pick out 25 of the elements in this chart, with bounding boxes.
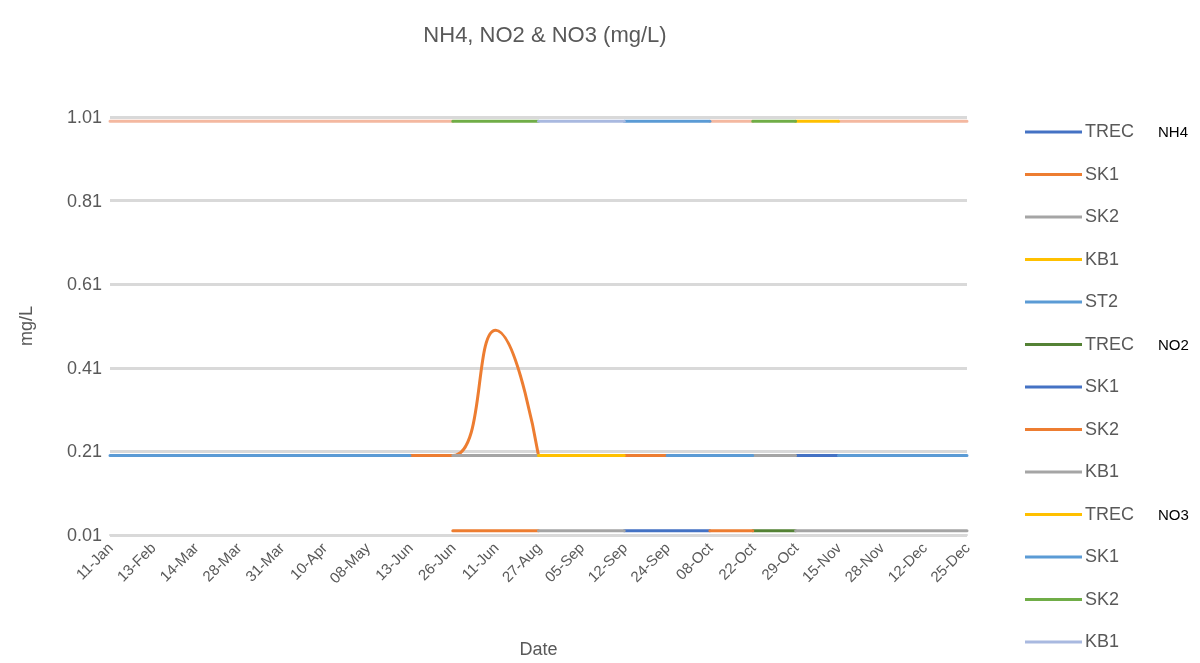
legend-label: SK1 <box>1085 376 1120 396</box>
legend-label: SK2 <box>1085 206 1120 226</box>
legend-label: SK2 <box>1085 418 1120 439</box>
legend-label: ST2 <box>1085 291 1119 311</box>
y-axis-title: mg/L <box>16 305 36 347</box>
y-tick-label: 0.61 <box>66 274 102 295</box>
y-tick-label: 0.01 <box>66 525 102 545</box>
text: NO2 <box>1158 335 1189 353</box>
x-axis-title: Date <box>519 639 558 659</box>
legend-label: SK1 <box>1085 163 1120 184</box>
text: NH4 <box>1158 123 1189 140</box>
text: NO3 <box>1158 505 1189 523</box>
legend-label: SK2 <box>1085 588 1120 609</box>
y-tick-label: 1.01 <box>66 107 102 127</box>
legend-label: KB1 <box>1085 248 1120 269</box>
legend-label: TREC <box>1085 333 1134 354</box>
y-tick-label: 0.41 <box>66 357 102 378</box>
y-tick-label: 0.81 <box>66 190 102 211</box>
legend-label: TREC <box>1085 503 1134 524</box>
legend-label: KB1 <box>1085 631 1120 651</box>
legend-label: TREC <box>1085 121 1134 141</box>
legend-label: KB1 <box>1085 461 1120 481</box>
chart-title: NH4, NO2 & NO3 (mg/L) <box>423 21 667 47</box>
legend-label: SK1 <box>1085 546 1120 566</box>
y-tick-label: 0.21 <box>66 441 102 462</box>
